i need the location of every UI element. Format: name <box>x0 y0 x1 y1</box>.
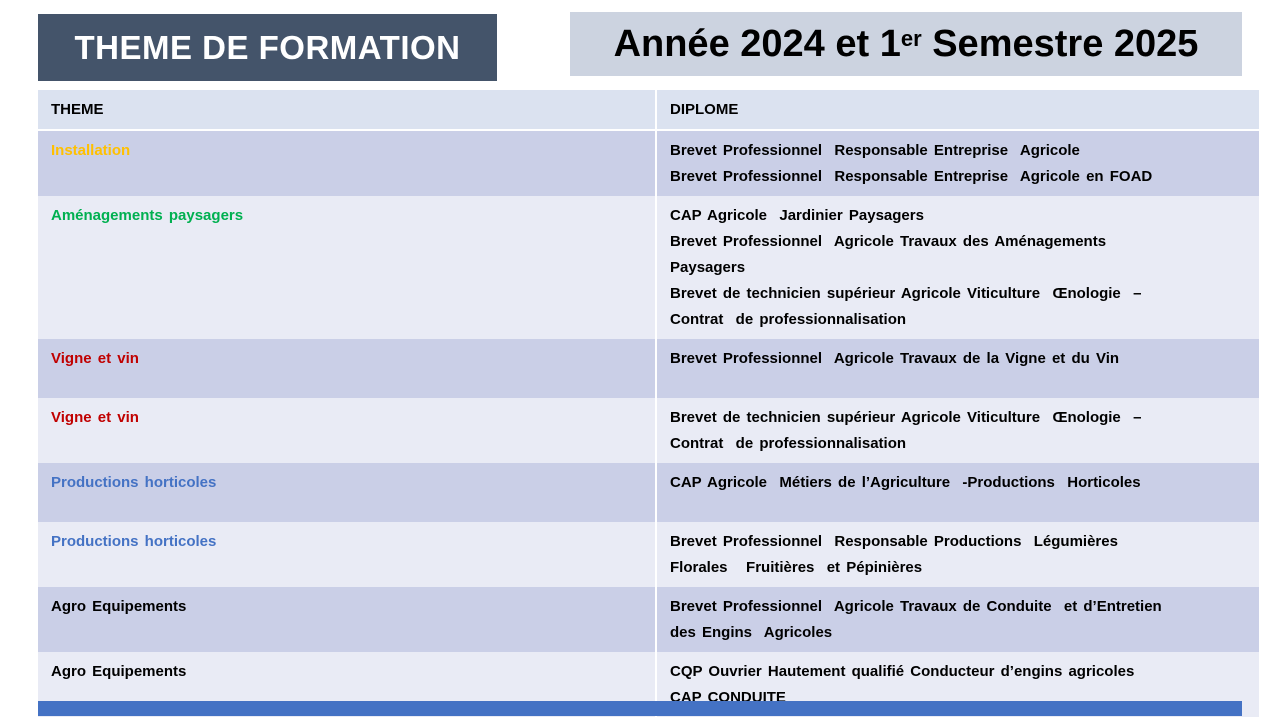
diploma-cell: Brevet Professionnel Responsable Entrepr… <box>657 131 1259 196</box>
formation-table: THEME DIPLOME Installation Brevet Profes… <box>38 90 1259 717</box>
theme-cell: Agro Equipements <box>38 587 655 652</box>
table-body: Installation Brevet Professionnel Respon… <box>38 131 1259 717</box>
table-row: Vigne et vin Brevet de technicien supéri… <box>38 398 1259 463</box>
table-row: Productions horticoles CAP Agricole Méti… <box>38 463 1259 522</box>
theme-cell: Productions horticoles <box>38 463 655 522</box>
theme-cell: Aménagements paysagers <box>38 196 655 339</box>
diploma-cell: CAP Agricole Jardinier Paysagers Brevet … <box>657 196 1259 339</box>
table-row: Agro Equipements Brevet Professionnel Ag… <box>38 587 1259 652</box>
table-row: Vigne et vin Brevet Professionnel Agrico… <box>38 339 1259 398</box>
column-header-diplome: DIPLOME <box>657 90 1259 129</box>
theme-cell: Productions horticoles <box>38 522 655 587</box>
period-title: Année 2024 et 1er Semestre 2025 <box>570 12 1242 76</box>
theme-cell: Installation <box>38 131 655 196</box>
diploma-cell: Brevet Professionnel Agricole Travaux de… <box>657 587 1259 652</box>
page-title-badge: THEME DE FORMATION <box>38 14 497 81</box>
page-title: THEME DE FORMATION <box>74 28 461 66</box>
column-header-theme: THEME <box>38 90 655 129</box>
theme-cell: Vigne et vin <box>38 339 655 398</box>
diploma-cell: Brevet de technicien supérieur Agricole … <box>657 398 1259 463</box>
diploma-cell: CAP Agricole Métiers de l’Agriculture -P… <box>657 463 1259 522</box>
period-text: Année 2024 et 1er Semestre 2025 <box>613 22 1199 65</box>
table-row: Productions horticoles Brevet Profession… <box>38 522 1259 587</box>
bottom-accent-bar <box>38 701 1242 716</box>
table-row: Aménagements paysagers CAP Agricole Jard… <box>38 196 1259 339</box>
superscript-er: er <box>900 25 922 51</box>
diploma-cell: Brevet Professionnel Responsable Product… <box>657 522 1259 587</box>
table-row: Installation Brevet Professionnel Respon… <box>38 131 1259 196</box>
diploma-cell: Brevet Professionnel Agricole Travaux de… <box>657 339 1259 398</box>
table-header-row: THEME DIPLOME <box>38 90 1259 129</box>
theme-cell: Vigne et vin <box>38 398 655 463</box>
